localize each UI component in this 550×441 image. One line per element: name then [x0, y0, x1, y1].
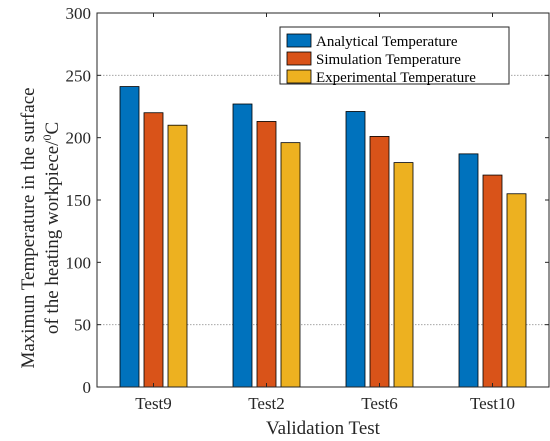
legend-label-3: Experimental Temperature — [316, 70, 476, 86]
legend-box — [279, 26, 510, 85]
legend-swatch-3 — [286, 69, 312, 84]
y-tick-label: 50 — [74, 316, 91, 335]
y-tick-label: 150 — [66, 191, 92, 210]
y-axis-title-unit-superscript: 0 — [40, 135, 54, 141]
x-axis-title: Validation Test — [266, 418, 381, 439]
y-tick-label: 0 — [83, 378, 92, 397]
bar-test9-series-1 — [119, 86, 140, 388]
axes — [96, 12, 550, 388]
bar-test6-series-2 — [369, 136, 390, 388]
bar-test2-series-1 — [232, 103, 253, 388]
legend-swatch-2 — [286, 51, 312, 66]
y-axis-title: Maximun Temperature in the surface of th… — [18, 87, 63, 368]
y-tick-label: 300 — [66, 4, 92, 23]
x-tick-label-test2: Test2 — [248, 394, 285, 413]
y-tick-labels: 0 50 100 150 200 250 300 — [66, 4, 92, 397]
bar-test6-series-3 — [393, 162, 414, 388]
legend-label-1: Analytical Temperature — [316, 34, 458, 50]
legend-label-2: Simulation Temperature — [316, 52, 461, 68]
bar-test2-series-3 — [280, 142, 301, 388]
y-tick-label: 100 — [66, 253, 92, 272]
x-tick-label-test9: Test9 — [135, 394, 172, 413]
bar-test9-series-2 — [143, 112, 164, 388]
y-axis-title-line2-text: of the heating workpiece/ — [42, 140, 63, 334]
grid-lines — [97, 74, 549, 326]
bar-test10-series-1 — [458, 153, 479, 388]
bar-test9-series-3 — [167, 124, 188, 388]
y-axis-title-unit: C — [42, 122, 63, 135]
x-tick-label-test10: Test10 — [470, 394, 515, 413]
x-tick-labels: Test9 Test2 Test6 Test10 — [135, 394, 515, 413]
bars-group — [119, 86, 527, 388]
bar-test2-series-2 — [256, 121, 277, 388]
bar-test10-series-3 — [506, 193, 527, 388]
bar-test6-series-1 — [345, 111, 366, 388]
y-tick-label: 250 — [66, 66, 92, 85]
legend-swatch-1 — [286, 33, 312, 48]
x-tick-label-test6: Test6 — [361, 394, 398, 413]
bar-test10-series-2 — [482, 174, 503, 388]
y-axis-title-line2: of the heating workpiece/0C — [40, 122, 63, 334]
y-tick-label: 200 — [66, 129, 92, 148]
y-axis-title-line1: Maximun Temperature in the surface — [18, 87, 39, 368]
legend: Analytical Temperature Simulation Tempera… — [279, 26, 510, 86]
